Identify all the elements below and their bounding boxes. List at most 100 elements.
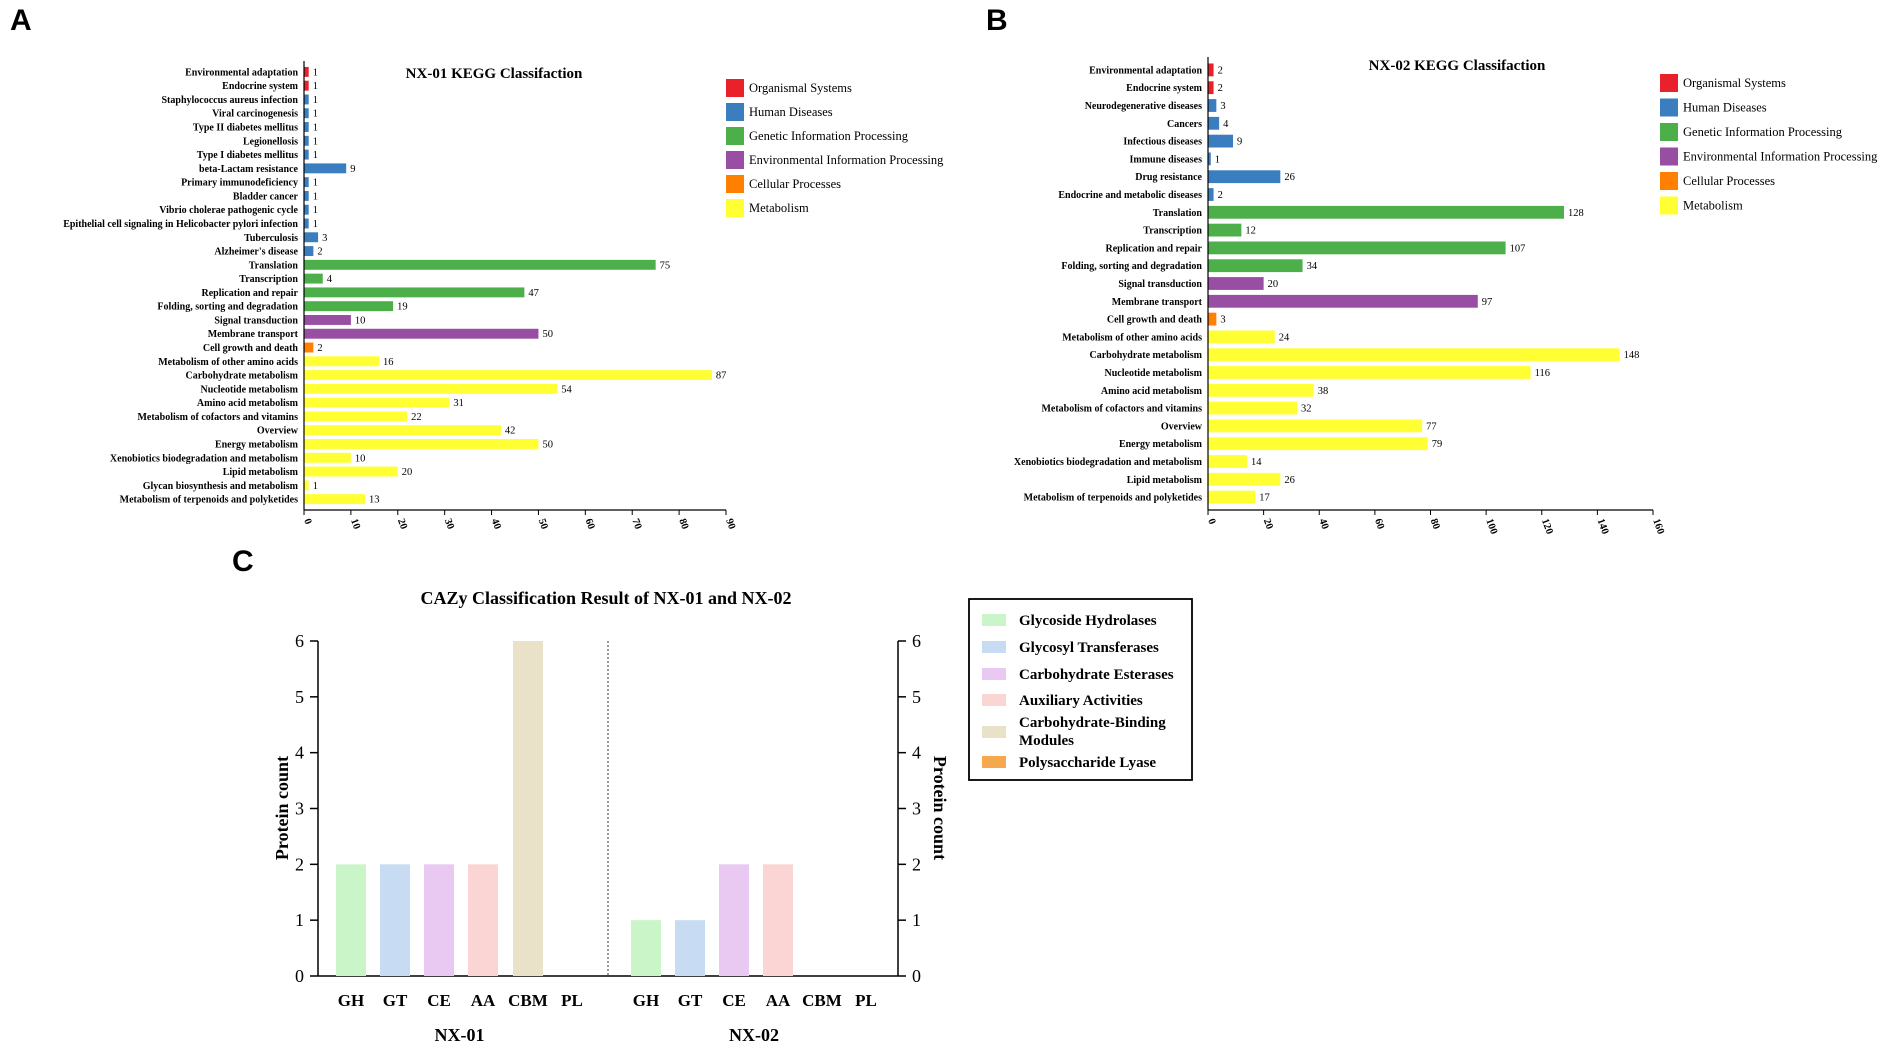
value-label: 1 <box>313 150 318 161</box>
value-label: 79 <box>1432 439 1443 450</box>
category-label: Folding, sorting and degradation <box>157 302 298 313</box>
value-label: 17 <box>1259 493 1270 504</box>
legend-label: Glycosyl Transferases <box>1019 640 1159 656</box>
category-label: Alzheimer's disease <box>214 247 298 258</box>
legend-label: Metabolism <box>1683 199 1743 213</box>
legend-label: Metabolism <box>749 201 809 215</box>
y-tick-label: 3 <box>912 799 921 819</box>
value-label: 1 <box>313 481 318 492</box>
value-label: 1 <box>313 81 318 92</box>
y-tick-label: 6 <box>295 631 304 651</box>
category-label: Environmental adaptation <box>185 67 298 78</box>
bar <box>304 301 394 312</box>
y-axis-label: Protein count <box>930 756 950 860</box>
bar <box>424 864 454 976</box>
kegg-nx01-chart: NX-01 KEGG Classifaction Environmental ad… <box>63 61 944 531</box>
bar <box>1208 455 1247 468</box>
category-label: Xenobiotics biodegradation and metabolis… <box>110 453 299 464</box>
value-label: 16 <box>383 357 394 368</box>
value-label: 12 <box>1245 226 1256 237</box>
chart-title: CAZy Classification Result of NX-01 and … <box>420 588 791 608</box>
legend-label: Genetic Information Processing <box>1683 125 1843 139</box>
category-label: Replication and repair <box>202 288 299 299</box>
category-label: Metabolism of cofactors and vitamins <box>1041 404 1202 415</box>
bar <box>304 356 380 367</box>
legend-label: Organismal Systems <box>1683 76 1786 90</box>
value-label: 9 <box>350 164 355 175</box>
legend-swatch <box>982 694 1006 706</box>
y-tick-label: 5 <box>295 687 304 707</box>
bar <box>304 494 365 505</box>
value-label: 107 <box>1510 243 1526 254</box>
legend-label: Carbohydrate Esterases <box>1019 667 1174 683</box>
bar <box>304 370 712 381</box>
bar <box>304 218 309 229</box>
category-label: beta-Lactam resistance <box>199 164 299 175</box>
value-label: 1 <box>313 67 318 78</box>
value-label: 75 <box>660 260 671 271</box>
legend-swatch <box>982 614 1006 626</box>
bar <box>304 135 309 146</box>
category-label: Viral carcinogenesis <box>212 109 298 120</box>
x-tick-label: 160 <box>1650 517 1666 536</box>
legend-swatch <box>726 175 744 193</box>
category-label: Cell growth and death <box>1107 315 1203 326</box>
value-label: 1 <box>313 136 318 147</box>
bar <box>304 328 539 339</box>
bar <box>1208 490 1256 504</box>
bar <box>304 452 351 463</box>
x-tick-label: 140 <box>1595 517 1611 536</box>
legend-swatch <box>982 726 1006 738</box>
y-tick-label: 6 <box>912 631 921 651</box>
category-label: Overview <box>1161 421 1203 432</box>
value-label: 31 <box>453 398 464 409</box>
group-label: NX-01 <box>435 1025 485 1045</box>
legend-swatch <box>726 151 744 169</box>
x-tick-label: 80 <box>676 517 690 531</box>
category-label: Transcription <box>1143 226 1202 237</box>
bar <box>304 411 408 422</box>
bar <box>468 864 498 976</box>
value-label: 1 <box>313 205 318 216</box>
value-label: 22 <box>411 412 422 423</box>
category-label: Metabolism of other amino acids <box>1062 332 1202 343</box>
legend-swatch <box>1660 98 1678 117</box>
category-label: Cell growth and death <box>203 343 299 354</box>
value-label: 148 <box>1624 350 1640 361</box>
chart-title: NX-02 KEGG Classifaction <box>1369 58 1546 74</box>
y-tick-label: 3 <box>295 799 304 819</box>
bar <box>1208 116 1220 130</box>
category-label: Lipid metabolism <box>1127 475 1203 486</box>
legend-label: Cellular Processes <box>749 177 841 191</box>
category-label: Epithelial cell signaling in Helicobacte… <box>63 219 298 230</box>
value-label: 26 <box>1284 475 1295 486</box>
category-label: GT <box>383 991 408 1010</box>
bar <box>380 864 410 976</box>
category-label: Neurodegenerative diseases <box>1085 101 1202 112</box>
panel-label-b: B <box>986 4 1008 37</box>
bar <box>304 383 558 394</box>
category-label: Staphylococcus aureus infection <box>162 95 299 106</box>
bar <box>1208 366 1531 379</box>
value-label: 10 <box>355 453 366 464</box>
bar <box>304 259 656 270</box>
legend-swatch <box>1660 147 1678 166</box>
category-label: Endocrine system <box>1126 83 1203 94</box>
category-label: Type I diabetes mellitus <box>197 150 298 161</box>
value-label: 26 <box>1284 172 1295 183</box>
bar <box>1208 348 1620 362</box>
category-label: Amino acid metabolism <box>1101 386 1203 397</box>
category-label: AA <box>471 991 496 1010</box>
value-label: 47 <box>528 288 539 299</box>
bar <box>304 273 323 284</box>
category-label: CBM <box>802 991 842 1010</box>
value-label: 1 <box>313 178 318 189</box>
bar <box>1208 223 1242 237</box>
bar <box>1208 99 1217 112</box>
category-label: Xenobiotics biodegradation and metabolis… <box>1014 457 1203 468</box>
category-label: Membrane transport <box>208 329 299 340</box>
value-label: 3 <box>1220 101 1225 112</box>
legend-swatch <box>1660 123 1678 141</box>
legend-label: Genetic Information Processing <box>749 129 909 143</box>
